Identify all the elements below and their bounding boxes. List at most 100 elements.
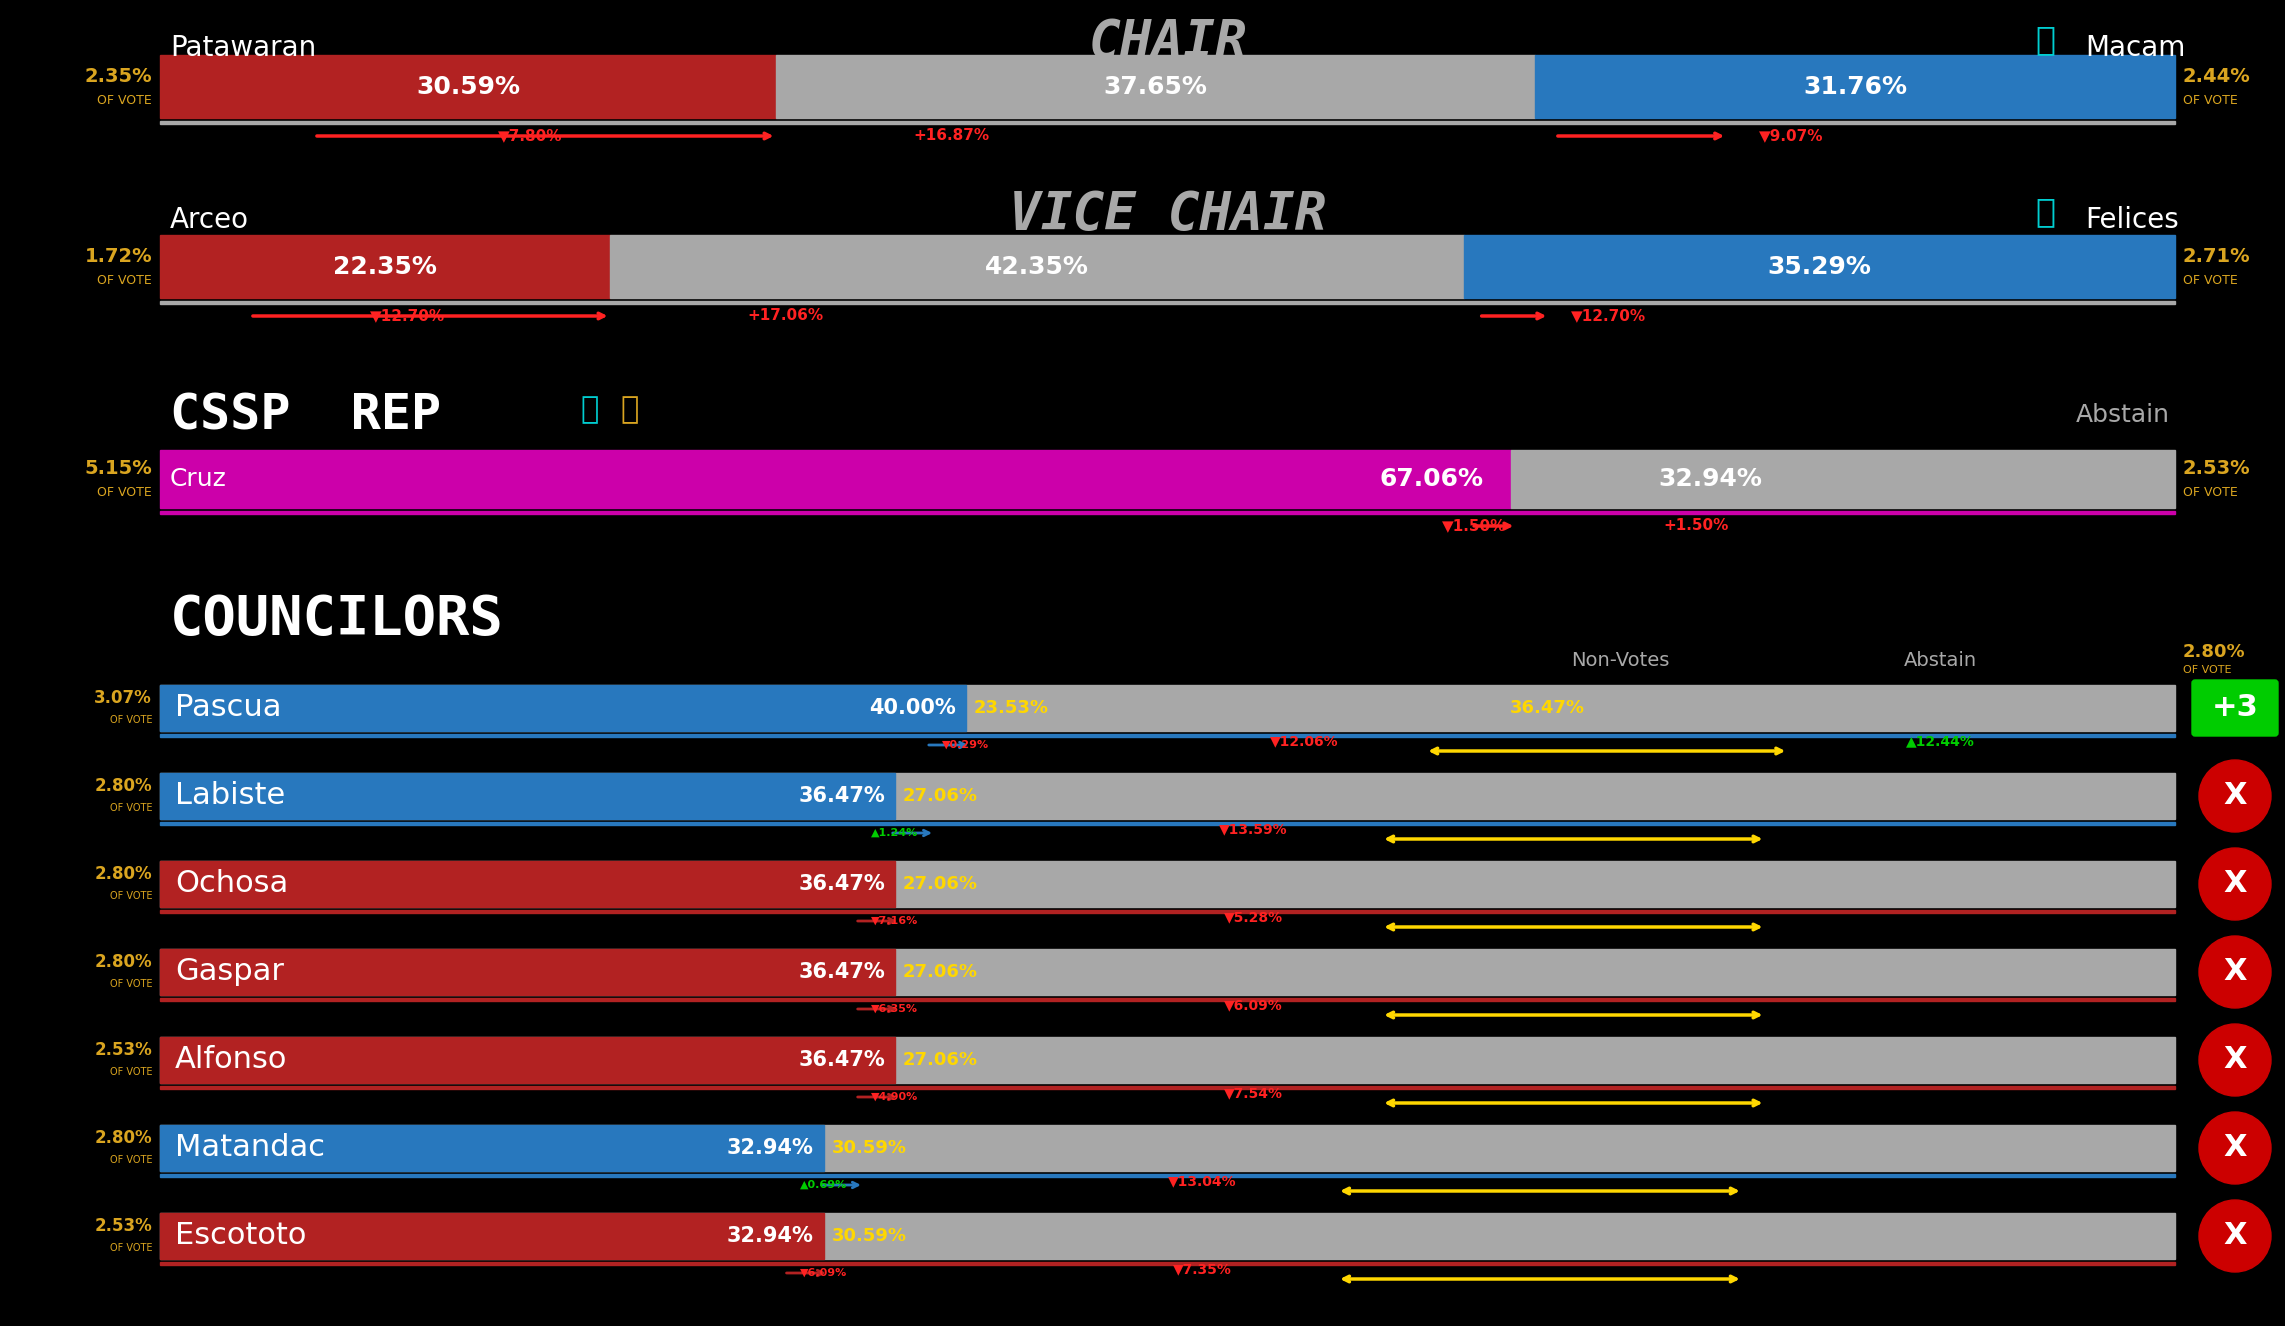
Text: Arceo: Arceo xyxy=(169,206,249,233)
Circle shape xyxy=(2198,1113,2271,1184)
Text: 2.53%: 2.53% xyxy=(94,1217,153,1235)
Bar xyxy=(160,511,2175,514)
Text: Alfonso: Alfonso xyxy=(176,1045,288,1074)
Text: ▲0.69%: ▲0.69% xyxy=(800,1180,848,1189)
Text: 3.07%: 3.07% xyxy=(94,690,153,707)
Text: +17.06%: +17.06% xyxy=(747,309,823,324)
Text: ▼6.09%: ▼6.09% xyxy=(1225,998,1282,1012)
Text: 5.15%: 5.15% xyxy=(85,460,153,479)
Bar xyxy=(160,998,2175,1001)
Text: Felices: Felices xyxy=(2084,206,2180,233)
Text: +3: +3 xyxy=(2212,693,2258,723)
Text: OF VOTE: OF VOTE xyxy=(2182,487,2237,500)
Bar xyxy=(160,1037,2175,1083)
Text: +1.50%: +1.50% xyxy=(1663,518,1730,533)
Bar xyxy=(1536,54,2175,118)
Text: 23.53%: 23.53% xyxy=(973,699,1049,717)
Text: Labiste: Labiste xyxy=(176,781,286,810)
Bar xyxy=(160,686,2175,731)
FancyBboxPatch shape xyxy=(2191,680,2278,736)
Bar xyxy=(160,949,2175,994)
Text: CHAIR: CHAIR xyxy=(1088,17,1248,69)
Text: ▼7.80%: ▼7.80% xyxy=(498,129,562,143)
Text: ▲1.24%: ▲1.24% xyxy=(871,827,919,838)
Text: 🎯: 🎯 xyxy=(622,395,640,424)
Text: 36.47%: 36.47% xyxy=(1510,699,1586,717)
Circle shape xyxy=(2198,760,2271,831)
Bar xyxy=(160,773,896,819)
Text: ▼6.09%: ▼6.09% xyxy=(800,1268,848,1278)
Text: 27.06%: 27.06% xyxy=(903,1052,978,1069)
Text: ▼9.07%: ▼9.07% xyxy=(1759,129,1823,143)
Bar xyxy=(160,1213,2175,1258)
Bar xyxy=(160,1124,823,1171)
Text: X: X xyxy=(2223,1221,2246,1250)
Text: ▲12.44%: ▲12.44% xyxy=(1906,735,1974,748)
Text: OF VOTE: OF VOTE xyxy=(110,804,153,813)
Bar xyxy=(160,861,2175,907)
Text: OF VOTE: OF VOTE xyxy=(110,1155,153,1166)
Text: 27.06%: 27.06% xyxy=(903,963,978,981)
Text: 36.47%: 36.47% xyxy=(797,874,884,894)
Bar xyxy=(160,1037,896,1083)
Text: 2.53%: 2.53% xyxy=(94,1041,153,1059)
Text: Gaspar: Gaspar xyxy=(176,957,283,987)
Bar xyxy=(160,54,777,118)
Text: Abstain: Abstain xyxy=(2077,403,2171,427)
Text: COUNCILORS: COUNCILORS xyxy=(169,594,503,647)
Circle shape xyxy=(2198,849,2271,920)
Text: 2.80%: 2.80% xyxy=(94,865,153,883)
Text: +16.87%: +16.87% xyxy=(914,129,989,143)
Text: ▼12.06%: ▼12.06% xyxy=(1270,735,1339,748)
Text: Patawaran: Patawaran xyxy=(169,34,315,62)
Text: X: X xyxy=(2223,1045,2246,1074)
Text: ▼1.50%: ▼1.50% xyxy=(1442,518,1506,533)
Text: OF VOTE: OF VOTE xyxy=(2182,274,2237,286)
Text: ▼4.90%: ▼4.90% xyxy=(871,1093,919,1102)
Text: ▼12.70%: ▼12.70% xyxy=(1570,309,1645,324)
Text: OF VOTE: OF VOTE xyxy=(2182,94,2237,107)
Text: 67.06%: 67.06% xyxy=(1380,467,1483,491)
Text: VICE CHAIR: VICE CHAIR xyxy=(1008,190,1325,241)
Text: X: X xyxy=(2223,870,2246,899)
Text: 30.59%: 30.59% xyxy=(416,74,521,98)
Text: OF VOTE: OF VOTE xyxy=(98,94,153,107)
Text: OF VOTE: OF VOTE xyxy=(98,487,153,500)
Text: ▼12.70%: ▼12.70% xyxy=(370,309,446,324)
Text: 36.47%: 36.47% xyxy=(797,961,884,983)
Text: 1.72%: 1.72% xyxy=(85,247,153,267)
Text: 32.94%: 32.94% xyxy=(727,1227,813,1246)
Text: Macam: Macam xyxy=(2084,34,2184,62)
Text: 🧑: 🧑 xyxy=(580,395,599,424)
Text: 🧑: 🧑 xyxy=(2036,195,2054,228)
Circle shape xyxy=(2198,1200,2271,1272)
Text: 2.44%: 2.44% xyxy=(2182,68,2251,86)
Bar xyxy=(160,450,1510,508)
Text: 2.80%: 2.80% xyxy=(94,953,153,971)
Bar xyxy=(160,1262,2175,1265)
Bar xyxy=(160,1086,2175,1089)
Bar xyxy=(160,949,896,994)
Text: ▼7.54%: ▼7.54% xyxy=(1225,1086,1282,1101)
Bar xyxy=(160,822,2175,825)
Text: 35.29%: 35.29% xyxy=(1769,255,1871,278)
Bar xyxy=(160,773,2175,819)
Bar xyxy=(160,861,896,907)
Text: ▼7.16%: ▼7.16% xyxy=(871,916,919,926)
Text: Non-Votes: Non-Votes xyxy=(1570,651,1668,670)
Bar xyxy=(160,1124,2175,1171)
Text: ▼5.28%: ▼5.28% xyxy=(1225,910,1282,924)
Text: ▼7.35%: ▼7.35% xyxy=(1172,1262,1232,1276)
Text: 2.80%: 2.80% xyxy=(94,777,153,796)
Text: ▼0.29%: ▼0.29% xyxy=(941,740,989,751)
Text: 30.59%: 30.59% xyxy=(832,1139,907,1158)
Bar xyxy=(610,235,1465,298)
Bar xyxy=(160,1174,2175,1177)
Text: ▼13.59%: ▼13.59% xyxy=(1218,822,1289,835)
Bar xyxy=(160,301,2175,304)
Text: 32.94%: 32.94% xyxy=(727,1138,813,1158)
Text: 2.80%: 2.80% xyxy=(94,1128,153,1147)
Text: OF VOTE: OF VOTE xyxy=(110,891,153,900)
Text: 2.35%: 2.35% xyxy=(85,68,153,86)
Text: X: X xyxy=(2223,957,2246,987)
